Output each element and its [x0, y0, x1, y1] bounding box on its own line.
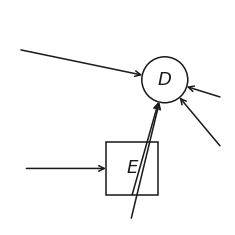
- Bar: [106, 142, 158, 195]
- Text: $D$: $D$: [157, 71, 172, 89]
- Circle shape: [142, 57, 188, 103]
- Text: $E$: $E$: [125, 159, 139, 177]
